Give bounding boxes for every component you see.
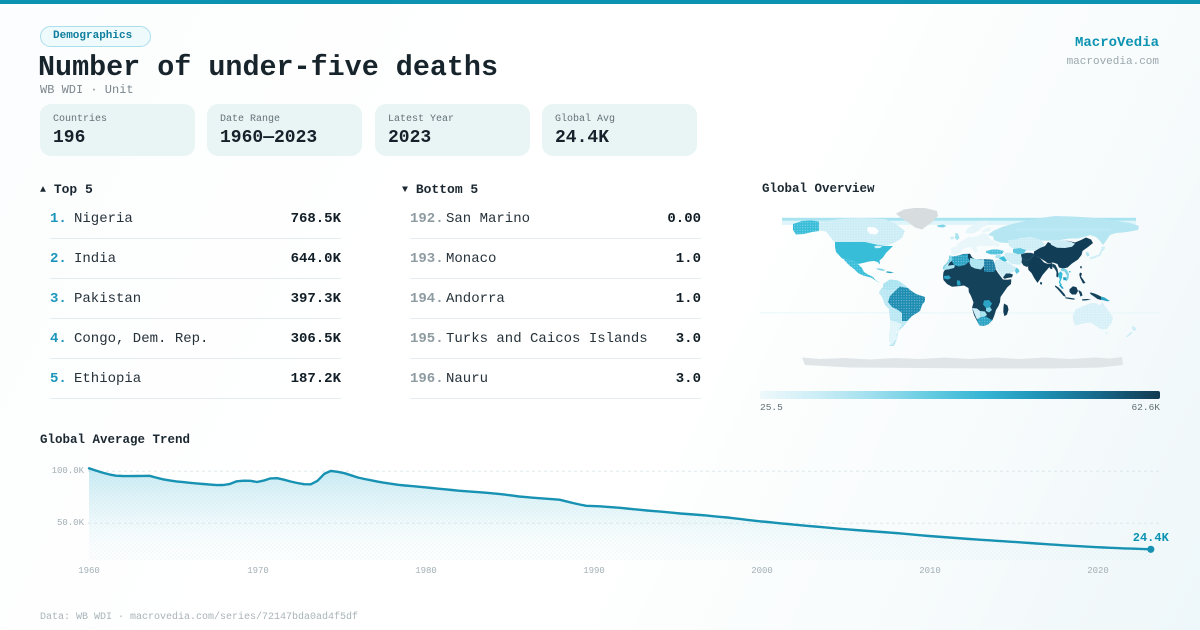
svg-text:24.4K: 24.4K	[1133, 531, 1170, 545]
